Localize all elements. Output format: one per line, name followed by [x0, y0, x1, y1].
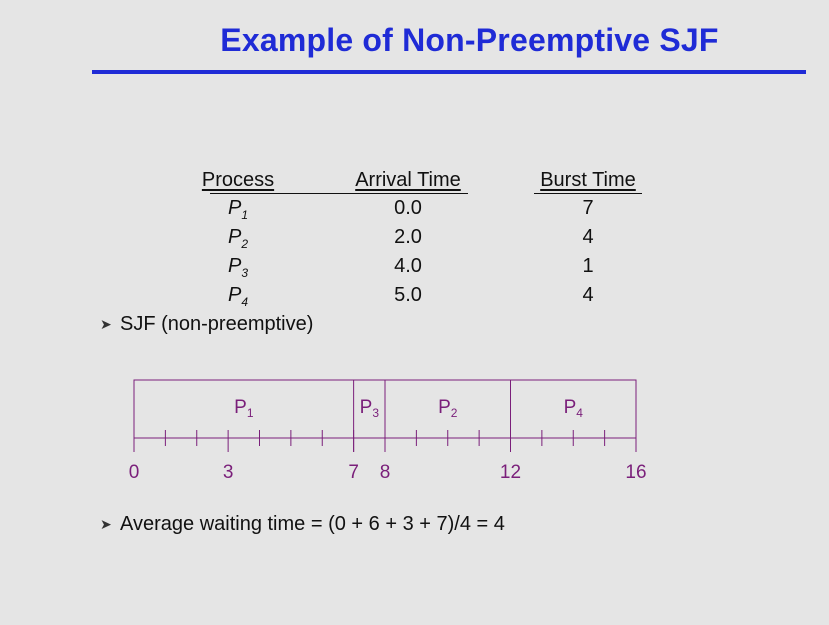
table-cell-arrival: 2.0	[394, 226, 422, 248]
table-cell-process: P1	[196, 197, 280, 222]
gantt-segment-subscript: 2	[451, 406, 458, 420]
bullet-sjf-text: SJF (non-preemptive)	[120, 313, 314, 335]
gantt-segment-label: P1	[234, 397, 254, 420]
process-letter: P	[227, 226, 242, 248]
bullet-average-waiting: ➤ Average waiting time = (0 + 6 + 3 + 7)…	[100, 513, 505, 536]
bullet-arrow-icon: ➤	[100, 516, 112, 532]
process-letter: P	[227, 255, 242, 277]
gantt-axis-label: 7	[348, 462, 359, 483]
gantt-segment-subscript: 3	[372, 406, 379, 420]
table-cell-process: P3	[196, 255, 280, 280]
process-subscript: 1	[241, 208, 249, 222]
header-arrival-time: Arrival Time	[355, 169, 461, 191]
gantt-segment-label: P2	[438, 397, 458, 420]
process-subscript: 4	[241, 295, 249, 309]
process-letter: P	[227, 197, 242, 219]
process-subscript: 3	[241, 266, 249, 280]
page-title: Example of Non-Preemptive SJF	[220, 22, 719, 58]
gantt-axis-label: 12	[500, 462, 521, 483]
gantt-axis-label: 3	[223, 462, 234, 483]
table-cell-process: P4	[196, 284, 280, 309]
bullet-sjf: ➤ SJF (non-preemptive)	[100, 313, 313, 336]
gantt-segment-subscript: 4	[576, 406, 583, 420]
gantt-segment-label: P3	[360, 397, 380, 420]
title-underline	[92, 70, 806, 74]
table-cell-burst: 7	[582, 197, 594, 219]
table-cell-process: P2	[196, 226, 280, 251]
gantt-segment-label: P4	[564, 397, 584, 420]
bullet-average-waiting-text: Average waiting time = (0 + 6 + 3 + 7)/4…	[120, 513, 505, 535]
header-burst-time: Burst Time	[540, 169, 636, 191]
gantt-axis-label: 8	[380, 462, 391, 483]
gantt-outline	[133, 379, 637, 439]
header-process: Process	[201, 169, 275, 191]
process-subscript: 2	[241, 237, 249, 251]
gantt-segment-subscript: 1	[247, 406, 254, 420]
table-cell-burst: 1	[582, 255, 594, 277]
table-cell-burst: 4	[582, 226, 594, 248]
table-cell-burst: 4	[582, 284, 594, 306]
header-rule-left	[210, 193, 468, 194]
process-letter: P	[227, 284, 242, 306]
header-rule-right	[534, 193, 642, 194]
table-cell-arrival: 0.0	[394, 197, 422, 219]
bullet-arrow-icon: ➤	[100, 316, 112, 332]
table-cell-arrival: 5.0	[394, 284, 422, 306]
gantt-axis-label: 0	[129, 462, 140, 483]
table-cell-arrival: 4.0	[394, 255, 422, 277]
gantt-axis-label: 16	[625, 462, 646, 483]
